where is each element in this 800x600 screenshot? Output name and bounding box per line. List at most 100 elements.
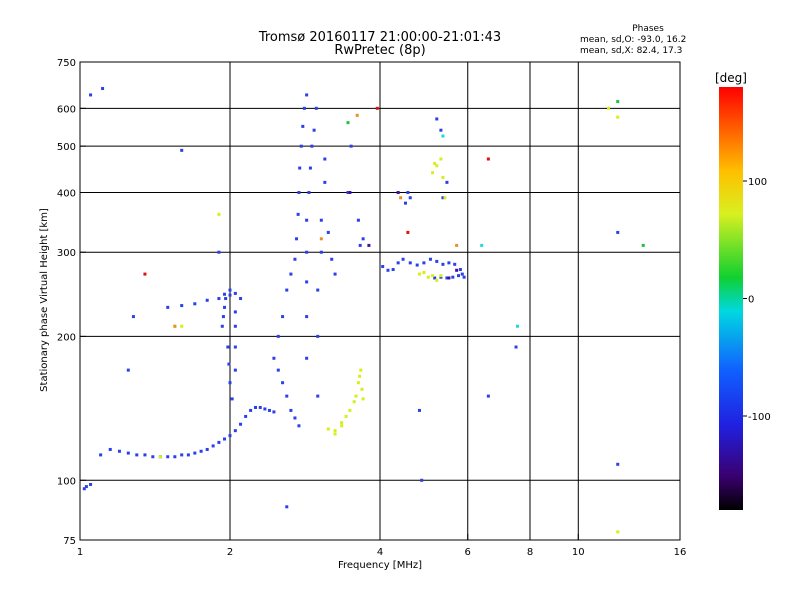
x-axis-label: Frequency [MHz] xyxy=(338,560,422,571)
y-tick-label: 100 xyxy=(57,476,76,487)
colorbar-tick-label: -100 xyxy=(748,412,771,423)
data-point xyxy=(361,237,365,241)
data-point xyxy=(293,257,297,261)
data-point xyxy=(131,315,135,319)
data-point xyxy=(340,421,344,425)
data-point xyxy=(641,243,645,247)
data-point xyxy=(258,405,262,409)
data-point xyxy=(460,272,464,276)
data-point xyxy=(408,261,412,265)
data-point xyxy=(447,276,451,280)
data-point xyxy=(205,447,209,451)
data-point xyxy=(227,362,231,366)
data-point xyxy=(223,292,227,296)
data-point xyxy=(205,298,209,302)
data-point xyxy=(166,455,170,459)
data-point xyxy=(616,115,620,119)
data-point xyxy=(399,196,403,200)
data-point xyxy=(285,505,289,509)
data-point xyxy=(406,230,410,234)
data-point xyxy=(443,196,447,200)
x-tick-label: 1 xyxy=(77,547,83,558)
data-point xyxy=(224,297,228,301)
data-point xyxy=(616,530,620,534)
data-point xyxy=(173,324,177,328)
stats-title: Phases xyxy=(632,24,664,34)
data-point xyxy=(420,478,424,482)
data-point xyxy=(186,453,190,457)
data-point xyxy=(349,144,353,148)
data-point xyxy=(396,190,400,194)
data-point xyxy=(285,394,289,398)
data-point xyxy=(323,157,327,161)
data-point xyxy=(616,462,620,466)
data-point xyxy=(316,334,320,338)
data-point xyxy=(223,305,227,309)
data-point xyxy=(422,261,426,265)
data-point xyxy=(356,381,360,385)
data-point xyxy=(348,408,352,412)
data-point xyxy=(217,297,221,301)
data-point xyxy=(217,212,221,216)
data-point xyxy=(417,408,421,412)
data-point xyxy=(305,356,309,360)
data-point xyxy=(358,374,362,378)
data-point xyxy=(428,257,432,261)
data-point xyxy=(108,447,112,451)
data-point xyxy=(403,201,407,205)
chart-subtitle: RwPretec (8p) xyxy=(334,43,425,58)
data-point xyxy=(301,124,305,128)
colorbar-tick-label: 0 xyxy=(748,295,754,306)
data-point xyxy=(239,422,243,426)
data-point xyxy=(346,190,350,194)
data-point xyxy=(143,272,147,276)
colorbar-ticks: 100 0 -100 xyxy=(743,177,771,423)
y-tick-label: 500 xyxy=(57,142,76,153)
data-point xyxy=(230,397,234,401)
data-point xyxy=(435,164,439,168)
data-point xyxy=(180,148,184,152)
data-point xyxy=(281,315,285,319)
data-point xyxy=(180,324,184,328)
data-point xyxy=(431,274,435,278)
data-point xyxy=(310,144,314,148)
data-point xyxy=(616,230,620,234)
x-tick-label: 2 xyxy=(227,547,233,558)
data-point xyxy=(439,128,443,132)
data-point xyxy=(316,288,320,292)
data-point xyxy=(289,408,293,412)
data-point xyxy=(359,368,363,372)
data-point xyxy=(396,261,400,265)
data-point xyxy=(307,190,311,194)
data-point xyxy=(312,128,316,132)
x-tick-label: 16 xyxy=(674,547,687,558)
data-point xyxy=(431,171,435,175)
y-tick-label: 300 xyxy=(57,248,76,259)
data-point xyxy=(316,394,320,398)
data-point xyxy=(135,453,139,457)
data-point xyxy=(272,356,276,360)
data-point xyxy=(323,180,327,184)
data-point xyxy=(401,257,405,261)
data-point xyxy=(457,274,461,278)
y-tick-label: 600 xyxy=(57,104,76,115)
data-point xyxy=(217,440,221,444)
data-point xyxy=(166,305,170,309)
data-point xyxy=(406,190,410,194)
data-point xyxy=(193,451,197,455)
data-point xyxy=(358,243,362,247)
data-point xyxy=(319,237,323,241)
data-point xyxy=(89,482,93,486)
data-point xyxy=(607,106,611,110)
data-point xyxy=(223,437,227,441)
data-point xyxy=(445,180,449,184)
grid xyxy=(80,62,680,540)
data-point xyxy=(180,304,184,308)
x-tick-label: 4 xyxy=(377,547,383,558)
data-point xyxy=(244,414,248,418)
data-point xyxy=(439,274,443,278)
data-point xyxy=(228,293,232,297)
data-point xyxy=(180,453,184,457)
data-point xyxy=(333,429,337,433)
data-point xyxy=(126,368,130,372)
